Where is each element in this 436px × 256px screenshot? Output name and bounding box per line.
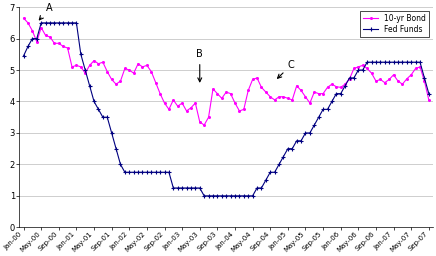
Text: C: C [278, 60, 295, 78]
10-yr Bond [87, 64, 92, 67]
10-yr Bond [74, 64, 79, 67]
10-yr Bond [201, 124, 207, 127]
Line: 10-yr Bond: 10-yr Bond [22, 17, 430, 127]
Fed Funds [109, 131, 114, 134]
Legend: 10-yr Bond, Fed Funds: 10-yr Bond, Fed Funds [360, 11, 429, 37]
10-yr Bond [105, 70, 110, 73]
Line: Fed Funds: Fed Funds [21, 21, 431, 198]
Fed Funds [78, 53, 83, 56]
Fed Funds [92, 100, 97, 103]
Fed Funds [312, 124, 317, 127]
10-yr Bond [228, 92, 233, 95]
Fed Funds [232, 194, 238, 197]
Fed Funds [201, 194, 207, 197]
Text: B: B [196, 49, 203, 82]
Fed Funds [38, 21, 44, 24]
10-yr Bond [426, 98, 432, 101]
Text: A: A [39, 3, 52, 20]
10-yr Bond [21, 17, 26, 20]
Fed Funds [21, 54, 26, 57]
Fed Funds [351, 76, 357, 79]
10-yr Bond [307, 102, 313, 105]
Fed Funds [426, 92, 432, 95]
10-yr Bond [347, 77, 352, 80]
